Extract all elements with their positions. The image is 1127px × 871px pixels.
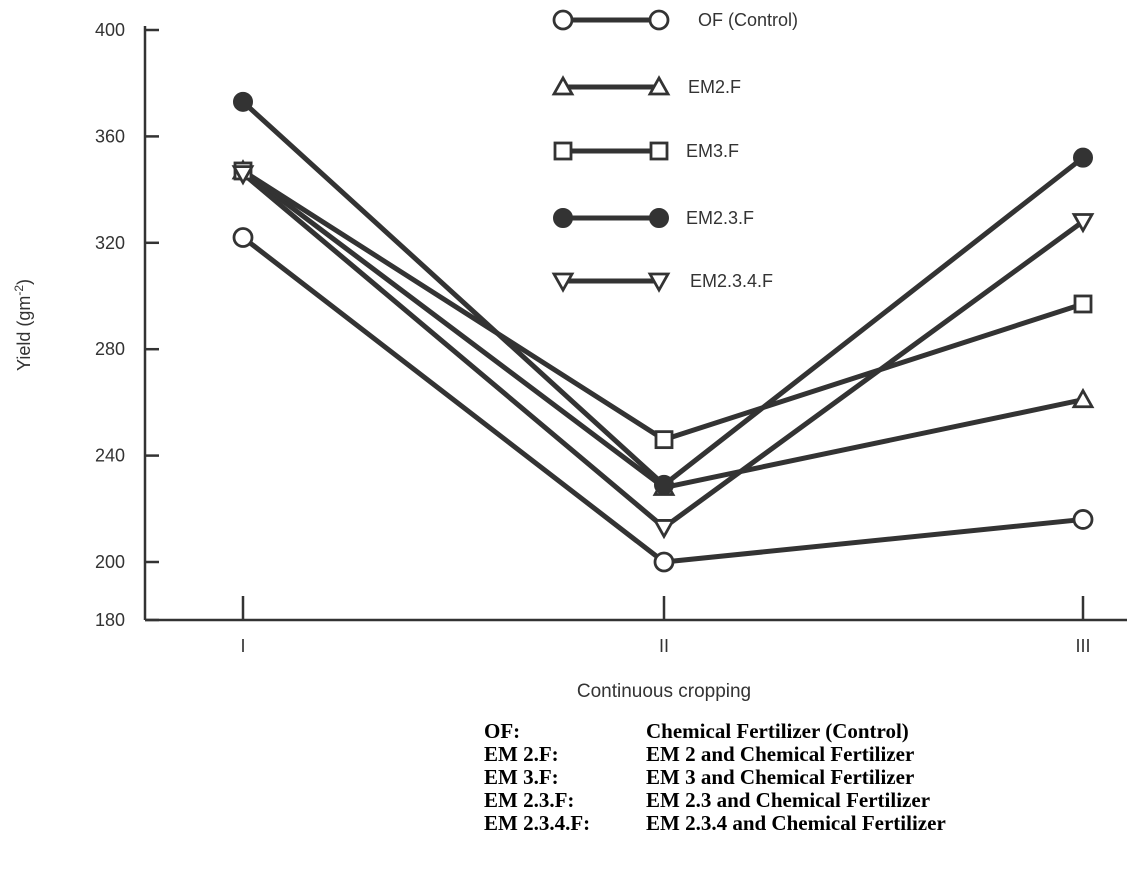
- data-point: [1071, 213, 1095, 234]
- abbreviation-key: OF: Chemical Fertilizer (Control) EM 2.F…: [484, 720, 946, 835]
- key-abbreviation: EM 3.F:: [484, 765, 559, 789]
- key-description: EM 2.3 and Chemical Fertilizer: [646, 788, 931, 812]
- key-abbreviation: EM 2.3.F:: [484, 788, 575, 812]
- series-line: [240, 234, 1086, 565]
- key-row: OF: Chemical Fertilizer (Control): [484, 720, 946, 743]
- legend-label: EM3.F: [686, 141, 739, 161]
- y-tick-label: 200: [95, 552, 125, 572]
- legend-label: EM2.F: [688, 77, 741, 97]
- key-row: EM 2.3.4.F: EM 2.3.4 and Chemical Fertil…: [484, 812, 946, 835]
- data-point: [1073, 294, 1093, 314]
- data-point: [232, 227, 254, 248]
- key-description: EM 3 and Chemical Fertilizer: [646, 765, 915, 789]
- data-point: [1071, 387, 1095, 409]
- data-point: [653, 551, 675, 573]
- legend-marker: [647, 75, 671, 96]
- data-point: [654, 430, 674, 450]
- legend-marker: [553, 208, 573, 228]
- y-tick-label: 320: [95, 233, 125, 253]
- y-tick-label: 400: [95, 20, 125, 40]
- y-tick-label: 180: [95, 610, 125, 630]
- legend-label: EM2.3.4.F: [690, 271, 773, 291]
- key-description: Chemical Fertilizer (Control): [646, 719, 909, 743]
- key-abbreviation: EM 2.3.4.F:: [484, 811, 591, 835]
- data-point: [231, 165, 255, 186]
- data-point: [233, 91, 253, 112]
- legend-label: EM2.3.F: [686, 208, 754, 228]
- key-abbreviation: EM 2.F:: [484, 742, 559, 766]
- series-markers: [231, 91, 1095, 573]
- legend-marker: [552, 9, 574, 31]
- data-point: [654, 474, 674, 495]
- y-tick-label: 360: [95, 126, 125, 146]
- key-description: EM 2.3.4 and Chemical Fertilizer: [646, 811, 946, 835]
- legend-marker: [551, 75, 575, 96]
- legend-marker: [648, 9, 670, 31]
- key-abbreviation: OF:: [484, 719, 521, 743]
- legend-marker: [649, 208, 669, 228]
- data-point: [1073, 147, 1093, 168]
- legend-marker: [553, 141, 573, 161]
- data-point: [652, 519, 676, 540]
- key-row: EM 3.F: EM 3 and Chemical Fertilizer: [484, 766, 946, 789]
- key-row: EM 2.F: EM 2 and Chemical Fertilizer: [484, 743, 946, 766]
- legend: OF (Control) EM2.F EM3.F EM2.3.F EM2.3.4.F: [551, 9, 798, 293]
- legend-marker: [647, 272, 671, 293]
- x-axis-label: Continuous cropping: [577, 681, 751, 702]
- y-axis-label: Yield (gm-2): [12, 279, 34, 371]
- x-tick-label: III: [1075, 636, 1090, 656]
- legend-marker: [551, 272, 575, 293]
- x-tick-label: II: [659, 636, 669, 656]
- y-tick-label: 280: [95, 339, 125, 359]
- legend-label: OF (Control): [698, 10, 798, 30]
- key-description: EM 2 and Chemical Fertilizer: [646, 742, 915, 766]
- data-point: [1072, 509, 1094, 530]
- key-row: EM 2.3.F: EM 2.3 and Chemical Fertilizer: [484, 789, 946, 812]
- legend-marker: [649, 141, 669, 161]
- y-tick-label: 240: [95, 446, 125, 466]
- x-tick-label: I: [240, 636, 245, 656]
